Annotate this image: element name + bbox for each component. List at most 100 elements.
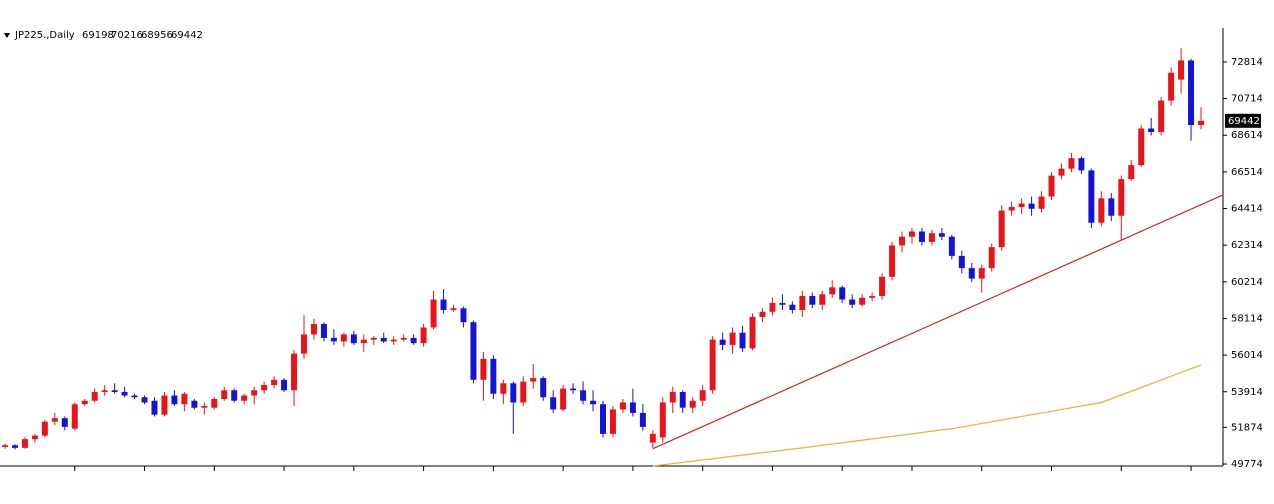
y-tick-label: 58114 <box>1231 313 1263 324</box>
candle-body <box>211 398 218 408</box>
candle-body <box>948 236 955 256</box>
candle-body <box>450 308 457 310</box>
candle-body <box>1068 158 1075 169</box>
candle-body <box>600 404 606 434</box>
candle-body <box>440 299 447 310</box>
candle-body <box>1188 60 1195 126</box>
candle-body <box>1018 203 1025 208</box>
candle-body <box>510 383 517 403</box>
candle-body <box>380 337 387 342</box>
candle-body <box>1008 207 1015 211</box>
y-tick-label: 64414 <box>1231 204 1263 215</box>
candle-body <box>590 400 597 405</box>
candle-body <box>460 308 467 323</box>
candle-body <box>310 323 317 335</box>
moving-average-line <box>652 364 1202 467</box>
candle-body <box>1 445 8 447</box>
candle-body <box>81 400 88 405</box>
candle-body <box>350 334 357 344</box>
candle-body <box>231 390 238 401</box>
candle-body <box>968 268 975 279</box>
candle-body <box>201 405 208 408</box>
candle-body <box>988 247 995 269</box>
candle-body <box>141 397 148 403</box>
y-tick-label: 70714 <box>1231 94 1263 105</box>
candle-body <box>191 400 198 408</box>
candle-body <box>739 332 746 349</box>
high-value: 70216 <box>111 30 143 41</box>
symbol-label: JP225.,Daily <box>14 30 75 41</box>
candle-body <box>121 392 128 396</box>
candle-body <box>1078 158 1085 171</box>
candle-body <box>1038 196 1045 209</box>
candle-body <box>181 393 188 405</box>
candle-body <box>91 392 98 401</box>
candle-body <box>859 297 866 305</box>
candle-body <box>390 339 397 342</box>
candle-body <box>679 392 686 408</box>
candle-body <box>540 378 547 398</box>
candle-body <box>271 379 278 386</box>
candle-body <box>101 390 108 393</box>
candle-body <box>530 378 537 382</box>
candle-body <box>301 334 307 354</box>
candle-body <box>639 412 646 427</box>
y-tick-label: 51874 <box>1231 422 1263 433</box>
candle-body <box>759 311 766 317</box>
candle-body <box>629 402 636 413</box>
candle-body <box>31 435 38 440</box>
candle-body <box>799 296 806 310</box>
candle-body <box>281 379 288 391</box>
y-tick-label: 66514 <box>1231 167 1263 178</box>
candle-body <box>1058 168 1065 176</box>
candle-body <box>908 231 915 237</box>
low-value: 68956 <box>141 30 173 41</box>
candle-body <box>400 337 407 340</box>
candle-body <box>41 421 48 436</box>
candle-body <box>131 395 138 398</box>
candle-body <box>998 210 1005 248</box>
candle-body <box>11 445 18 448</box>
symbol-dropdown-icon[interactable] <box>4 33 10 38</box>
candle-body <box>649 433 656 443</box>
candle-body <box>21 439 28 448</box>
candle-body <box>1048 175 1055 197</box>
candle-body <box>1158 100 1165 133</box>
candle-body <box>550 397 557 410</box>
candle-body <box>779 303 786 305</box>
y-tick-label: 72814 <box>1231 57 1263 68</box>
candle-body <box>410 337 417 344</box>
candle-body <box>560 388 567 410</box>
y-tick-label: 53914 <box>1231 387 1263 398</box>
candle-body <box>1198 120 1205 126</box>
current-price-label: 69442 <box>1228 116 1260 127</box>
candle-body <box>1028 203 1035 209</box>
candle-body <box>789 304 796 310</box>
candle-body <box>609 409 616 434</box>
open-value: 69198 <box>82 30 114 41</box>
candle-body <box>51 418 58 422</box>
candle-body <box>839 287 846 300</box>
candle-body <box>580 390 587 401</box>
candle-body <box>869 296 876 298</box>
candle-body <box>261 385 268 391</box>
candle-body <box>470 322 477 380</box>
candle-body <box>749 316 756 349</box>
candle-body <box>899 236 905 246</box>
candle-body <box>1178 60 1185 80</box>
y-tick-label: 68614 <box>1231 130 1263 141</box>
y-tick-label: 56014 <box>1231 350 1263 361</box>
close-value: 69442 <box>171 30 203 41</box>
candle-body <box>938 233 945 237</box>
candle-body <box>570 388 577 391</box>
candle-body <box>889 245 896 277</box>
candle-body <box>420 327 427 344</box>
candle-body <box>1138 128 1145 166</box>
candle-body <box>879 276 886 297</box>
candle-body <box>1168 72 1175 101</box>
candle-body <box>221 390 228 399</box>
candle-body <box>370 337 377 340</box>
trend-line <box>652 194 1224 450</box>
candle-body <box>958 255 965 269</box>
